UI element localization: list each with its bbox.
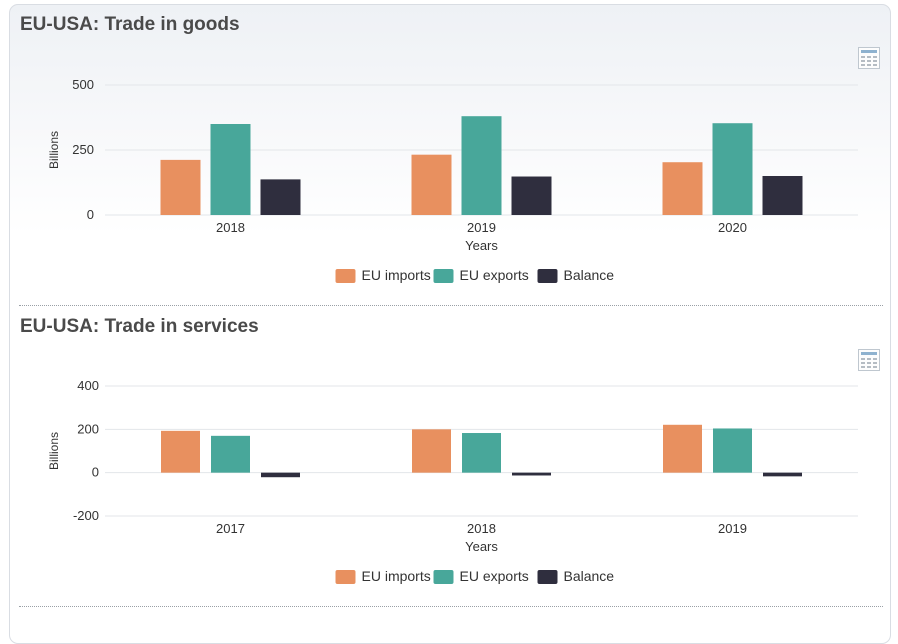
chart-title-services: EU-USA: Trade in services — [20, 316, 259, 337]
bar-eu-exports — [713, 428, 752, 473]
legend-swatch — [537, 269, 558, 283]
section-divider — [19, 305, 883, 306]
legend-swatch — [537, 570, 558, 584]
bar-eu-exports — [210, 124, 251, 215]
bar-balance — [511, 176, 552, 215]
chart-title-goods: EU-USA: Trade in goods — [20, 14, 240, 35]
goods-bar-chart: 500 250 0 Billions 2018 2019 2020 Years EU impor… — [47, 77, 858, 283]
legend-label: EU imports — [362, 267, 431, 283]
y-axis-label: Billions — [47, 131, 61, 169]
bar-eu-imports — [663, 424, 702, 473]
bar-eu-exports — [461, 116, 502, 215]
legend-swatch — [335, 269, 356, 283]
y-tick-label: 400 — [77, 378, 99, 393]
legend-label: EU exports — [460, 568, 529, 584]
x-tick-label: 2019 — [718, 521, 747, 536]
legend-label: Balance — [564, 568, 615, 584]
charts-panel — [9, 4, 891, 644]
data-table-icon[interactable] — [858, 47, 880, 69]
x-tick-label: 2018 — [216, 220, 245, 235]
bar-eu-exports — [462, 433, 501, 473]
bar-balance — [763, 472, 802, 477]
x-tick-label: 2019 — [467, 220, 496, 235]
x-tick-label: 2017 — [216, 521, 245, 536]
legend-swatch — [433, 269, 454, 283]
y-tick-label: 500 — [72, 77, 94, 92]
x-axis-label: Years — [465, 238, 498, 253]
x-tick-label: 2018 — [467, 521, 496, 536]
bar-balance — [260, 179, 301, 215]
legend-label: EU imports — [362, 568, 431, 584]
bar-eu-imports — [412, 429, 451, 473]
legend-swatch — [335, 570, 356, 584]
bar-eu-exports — [211, 435, 250, 473]
section-divider — [19, 606, 883, 607]
bar-eu-imports — [160, 159, 201, 215]
bar-balance — [512, 472, 551, 476]
bar-eu-imports — [662, 162, 703, 215]
bar-balance — [261, 472, 300, 478]
bar-balance — [762, 176, 803, 215]
y-tick-label: 250 — [72, 142, 94, 157]
bar-eu-imports — [411, 154, 452, 215]
legend-swatch — [433, 570, 454, 584]
legend-label: Balance — [564, 267, 615, 283]
services-bar-chart: 400 200 0 -200 Billions 2017 2018 2019 Years EU i… — [47, 378, 858, 584]
legend-label: EU exports — [460, 267, 529, 283]
y-tick-label: 0 — [92, 465, 99, 480]
y-tick-label: 0 — [87, 207, 94, 222]
bar-eu-imports — [161, 430, 200, 473]
y-tick-label: 200 — [77, 421, 99, 436]
data-table-icon[interactable] — [858, 349, 880, 371]
x-axis-label: Years — [465, 539, 498, 554]
bar-eu-exports — [712, 123, 753, 215]
x-tick-label: 2020 — [718, 220, 747, 235]
y-tick-label: -200 — [73, 508, 99, 523]
y-axis-label: Billions — [47, 432, 61, 470]
